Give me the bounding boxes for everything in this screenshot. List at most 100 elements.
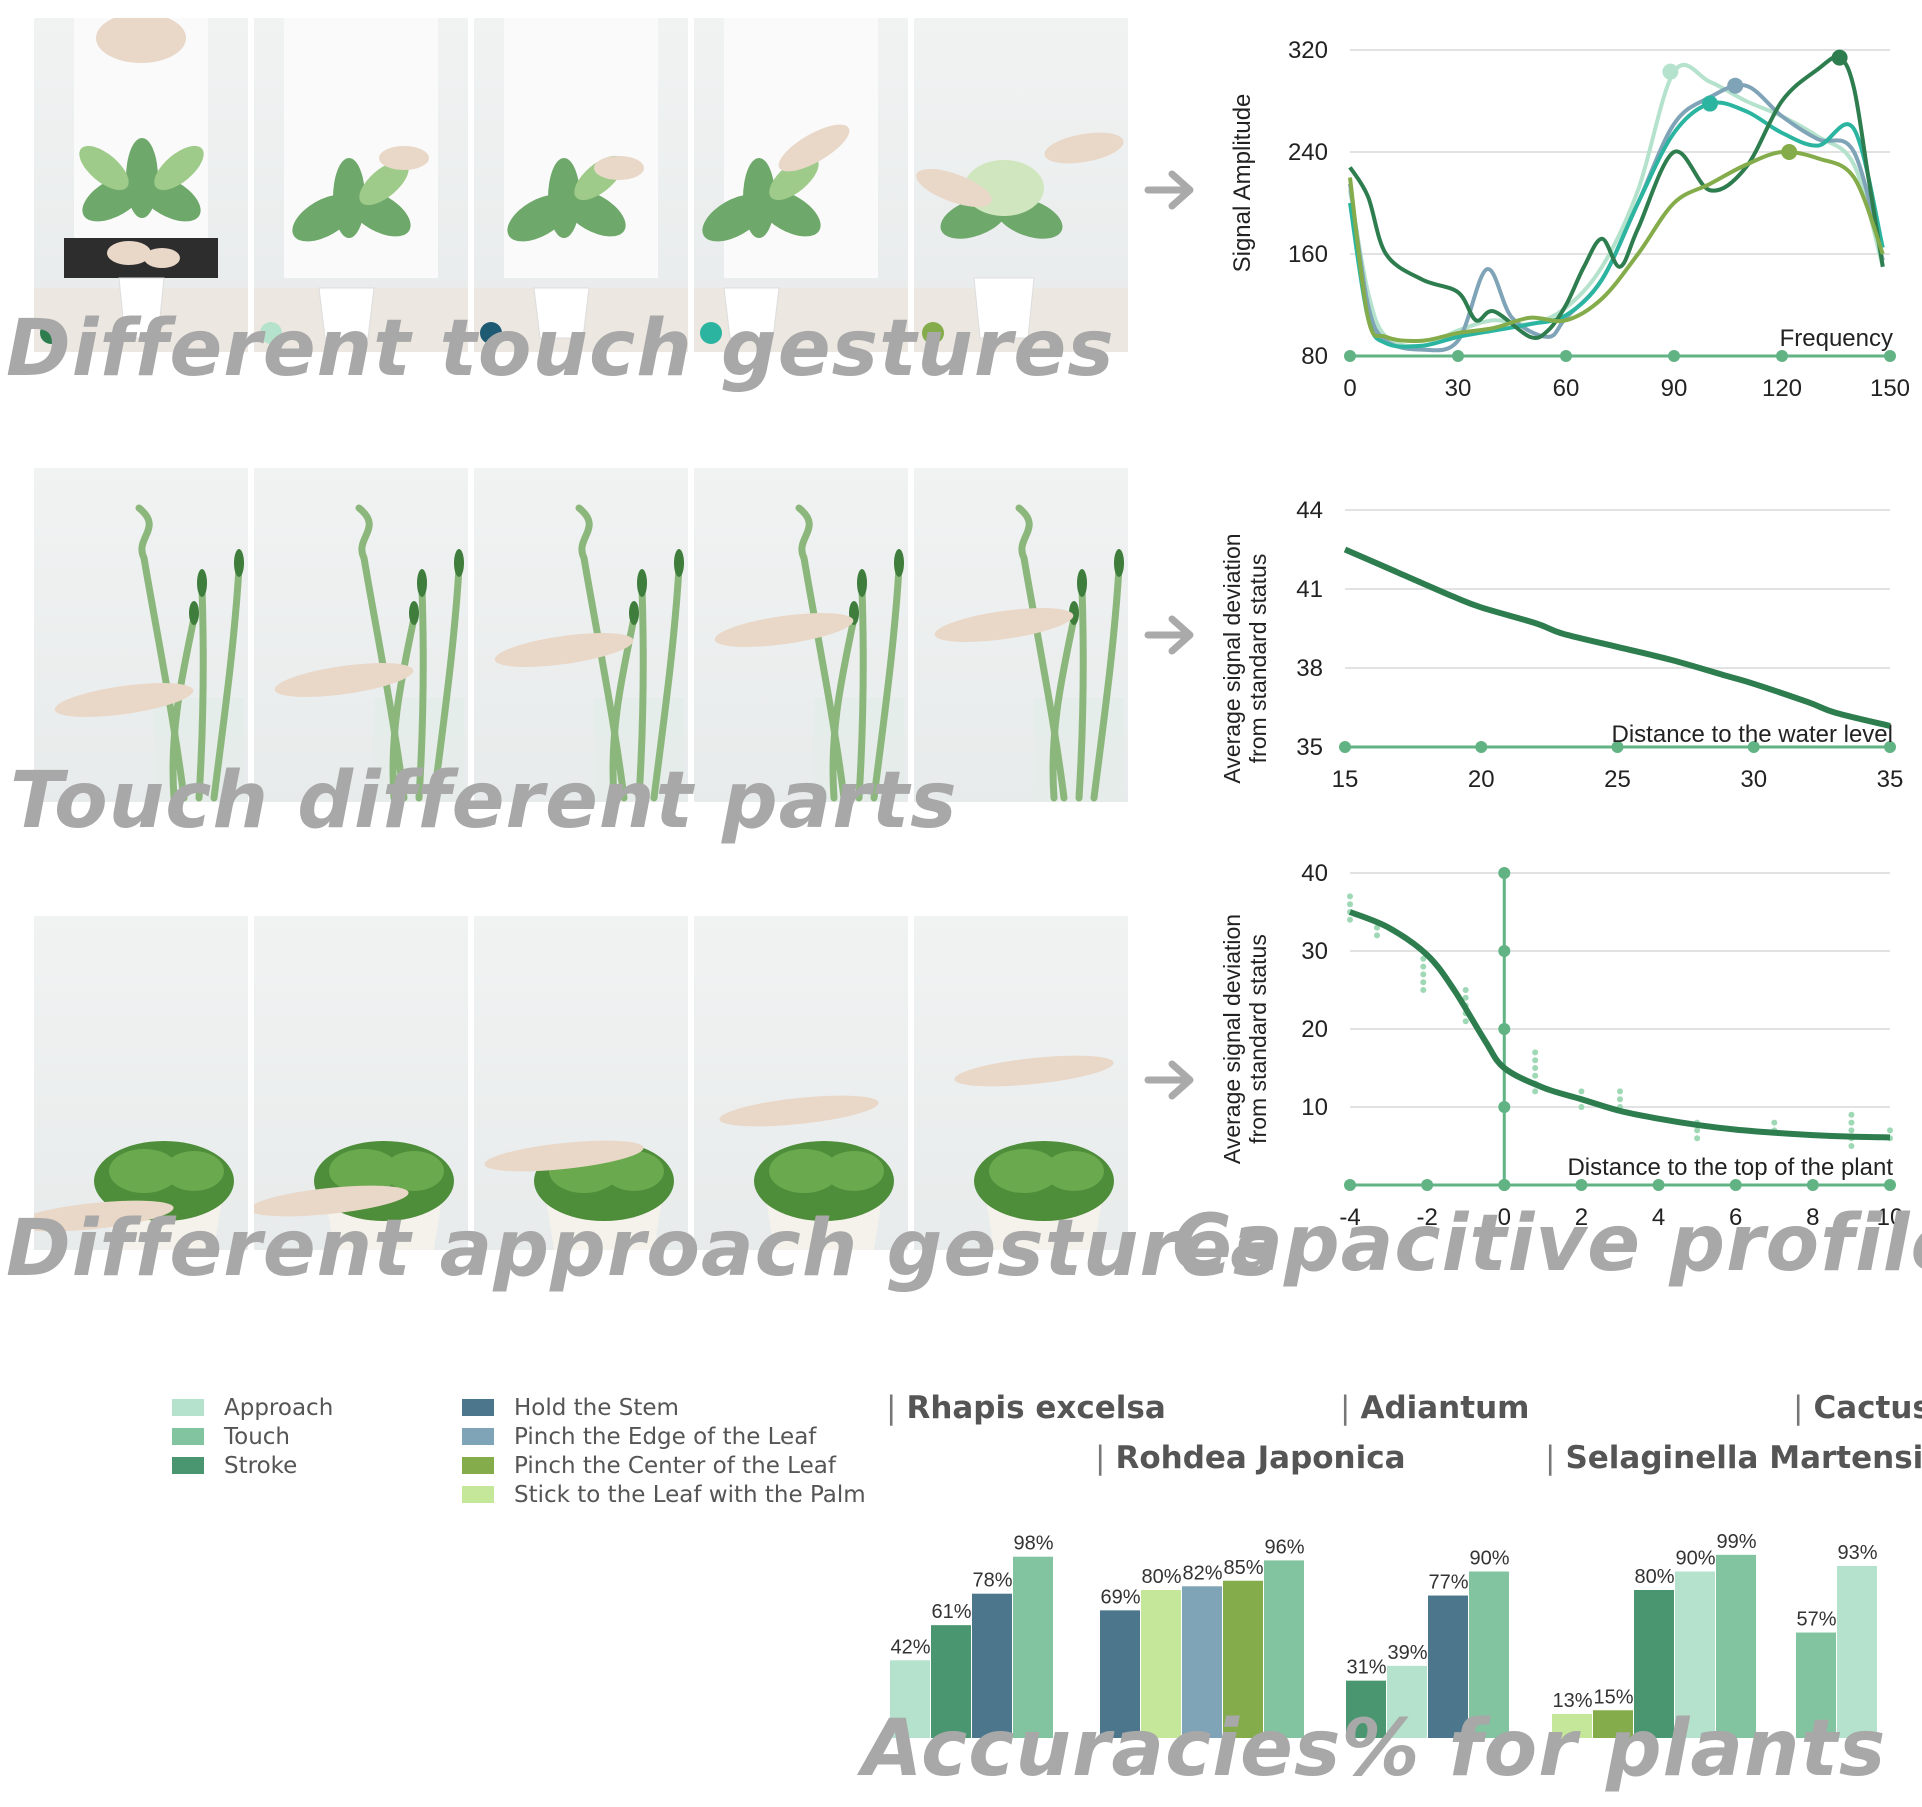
x-tick-label: 8 (1806, 1204, 1819, 1231)
legend-item: Pinch the Edge of the Leaf (462, 1422, 866, 1451)
bar-value-label: 15% (1593, 1686, 1633, 1708)
y-axis-label: Average signal deviationfrom standard st… (1219, 533, 1271, 783)
scatter-point (1617, 1088, 1623, 1095)
plant-title-selaginella: | Selaginella Martensii (1545, 1440, 1922, 1476)
scatter-point (1347, 916, 1353, 923)
bar (1796, 1632, 1836, 1738)
gesture-photo-stroke (694, 18, 908, 352)
series-peak-marker (1781, 144, 1798, 160)
legend-label: Pinch the Center of the Leaf (514, 1452, 836, 1479)
series-peak-marker (1702, 95, 1718, 112)
plant-title-rhapis: | Rhapis excelsa (886, 1390, 1166, 1426)
y-tick-label: 240 (1288, 139, 1328, 166)
bar-value-label: 99% (1716, 1531, 1756, 1553)
x-tick-label: 6 (1729, 1204, 1742, 1231)
plant-title-adiantum-text: Adiantum (1360, 1390, 1530, 1426)
chart4-svg: 42%61%78%98%69%80% 82% 85%96%31%39%77%90%1… (890, 1531, 1878, 1738)
x-tick-dot (1884, 350, 1896, 362)
legend-label: Hold the Stem (514, 1394, 679, 1421)
series-line (1348, 909, 1891, 1141)
x-tick-label: 120 (1762, 375, 1802, 402)
bar-value-label: 82% (1182, 1562, 1222, 1584)
legend-item: Touch (172, 1422, 333, 1451)
bar (1387, 1665, 1427, 1738)
y-tick-label: 20 (1301, 1016, 1328, 1043)
scatter-point (1532, 1088, 1539, 1095)
x-tick-dot (1498, 1179, 1511, 1191)
bar-value-label: 39% (1387, 1642, 1427, 1664)
series-line (1348, 54, 1885, 340)
legend-swatch (462, 1486, 494, 1503)
x-tick-dot (1344, 1179, 1356, 1191)
scatter-point (1694, 1135, 1701, 1142)
bar (1264, 1560, 1304, 1738)
y-tick-label: 30 (1301, 938, 1328, 965)
approach-photo (694, 916, 908, 1250)
plant-title-adiantum: | Adiantum (1340, 1390, 1530, 1426)
x-axis-label: Distance to the top of the plant (1567, 1154, 1893, 1181)
chart-plant-top: 10 20 30 40 -4 -2 0 2 4 6 8 10 Average signal deviat… (1219, 850, 1920, 1240)
x-tick-label: 0 (1498, 1204, 1511, 1231)
scatter-point (1462, 994, 1469, 1001)
scatter-point (1617, 1096, 1623, 1103)
bar (1716, 1554, 1756, 1738)
x-tick-label: 35 (1877, 766, 1904, 793)
gesture-photo-pinch-2 (474, 18, 688, 352)
series-line (1348, 100, 1885, 349)
scatter-point (1887, 1127, 1893, 1134)
y-tick-label: 160 (1288, 241, 1328, 268)
caption-accuracies: Accuracies% for plants (862, 1704, 1887, 1794)
legend-swatch (462, 1457, 494, 1474)
plant-title-rhapis-text: Rhapis excelsa (906, 1390, 1166, 1426)
legend-swatch (462, 1399, 494, 1416)
bamboo-photo (254, 468, 468, 802)
zero-line-dot (1498, 945, 1511, 957)
legend-label: Approach (224, 1394, 334, 1421)
scatter-point (1347, 901, 1353, 908)
approach-photo (254, 916, 468, 1250)
legend-left: Approach Touch Stroke (172, 1393, 333, 1480)
x-tick-label: 10 (1877, 1204, 1904, 1231)
series-line (1348, 149, 1885, 343)
bar (1837, 1565, 1877, 1738)
caption-different-parts: Touch different parts (10, 756, 958, 846)
chart3-svg: 10 20 30 40 -4 -2 0 2 4 6 8 10 Average signal deviat… (1219, 860, 1904, 1231)
y-axis-label-line: from standard status (1245, 934, 1271, 1144)
bar (1552, 1713, 1592, 1738)
x-tick-label: 15 (1332, 766, 1359, 793)
scatter-point (1578, 1088, 1585, 1095)
series-peak-marker (1662, 63, 1679, 80)
x-tick-label: 30 (1445, 375, 1472, 402)
zero-line-dot (1498, 1023, 1511, 1035)
x-tick-dot (1652, 1179, 1665, 1191)
scatter-point (1420, 963, 1427, 970)
x-tick-label: 4 (1652, 1204, 1665, 1231)
gesture-color-dot (922, 322, 944, 344)
chart-accuracies: 42% 61% 78% 98% 69% 80% 82% 85% 96% 31% 39% 77% 90% 1… (880, 1490, 1922, 1740)
bar (1675, 1571, 1715, 1738)
arrow-right-icon (1144, 170, 1194, 210)
x-tick-label: 90 (1661, 375, 1688, 402)
legend-item: Hold the Stem (462, 1393, 866, 1422)
x-tick-dot (1344, 350, 1356, 362)
approach-photo (34, 916, 248, 1250)
plant-title-cactus-text: Cactus (1813, 1390, 1922, 1426)
bar-value-label: 90% (1469, 1548, 1509, 1570)
scatter-point (1532, 1057, 1539, 1064)
y-axis-label-line: Average signal deviation (1219, 533, 1245, 783)
plant-title-rohdea: | Rohdea Japonica (1095, 1440, 1406, 1476)
gesture-color-dot (40, 322, 62, 344)
scatter-point (1771, 1119, 1778, 1126)
x-tick-dot (1884, 741, 1896, 753)
legend-item: Stroke (172, 1451, 333, 1480)
x-tick-dot (1575, 1179, 1588, 1191)
scatter-point (1347, 893, 1353, 900)
bar (1593, 1710, 1633, 1738)
y-tick-label: 10 (1301, 1094, 1328, 1121)
x-tick-label: 0 (1343, 375, 1356, 402)
x-tick-label: 60 (1553, 375, 1580, 402)
gesture-color-dot (480, 322, 502, 344)
bar (1100, 1610, 1140, 1738)
x-tick-dot (1747, 741, 1760, 753)
y-axis-label: Signal Amplitude (1229, 94, 1256, 273)
